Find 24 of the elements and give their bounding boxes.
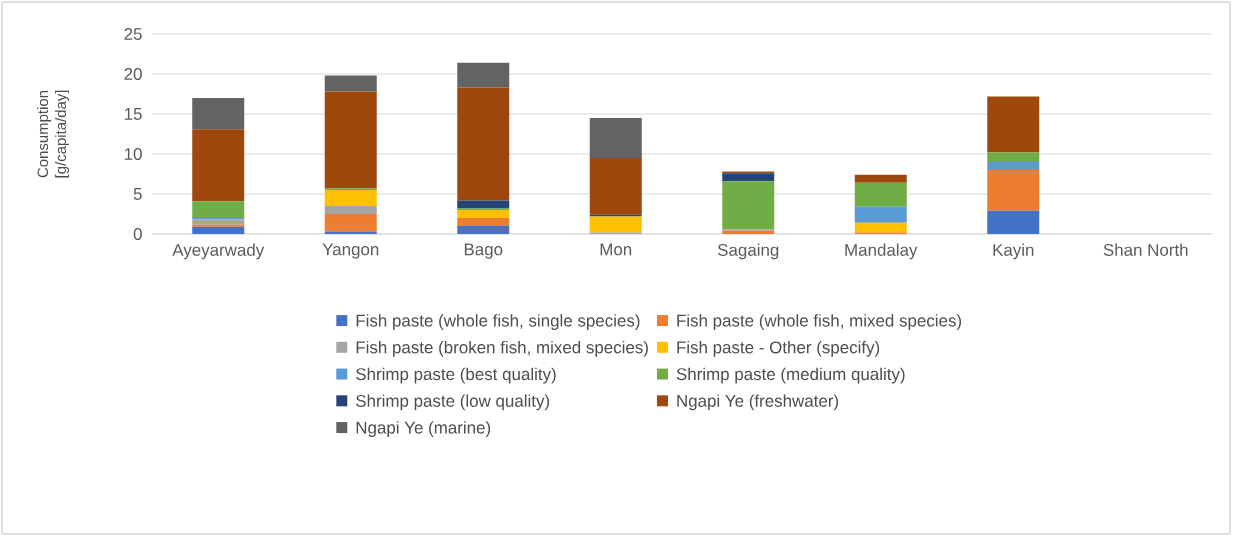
- y-tick-label: 20: [124, 68, 142, 80]
- x-tick-label: Mandalay: [845, 243, 918, 260]
- legend-label: Fish paste - Other (specify): [677, 340, 880, 357]
- legend-label: Shrimp paste (medium quality): [676, 367, 905, 384]
- y-tick-label: 15: [124, 108, 142, 120]
- y-tick-label: 25: [124, 28, 142, 40]
- x-tick-label: Kayin: [993, 243, 1034, 260]
- y-tick-label: 5: [133, 188, 142, 200]
- legend-label: Shrimp paste (low quality): [356, 394, 550, 411]
- legend-label: Shrimp paste (best quality): [356, 367, 556, 384]
- legend-label: Ngapi Ye (freshwater): [677, 394, 839, 411]
- legend-label: Ngapi Ye (marine): [356, 421, 491, 437]
- y-tick-label: 0: [133, 228, 142, 240]
- legend-label: Fish paste (broken fish, mixed species): [356, 340, 648, 357]
- x-tick-label: Sagaing: [717, 243, 779, 260]
- legend-label: Fish paste (whole fish, single species): [356, 314, 640, 330]
- legend-label: Fish paste (whole fish, mixed species): [677, 314, 962, 330]
- x-tick-label: Bago: [464, 243, 503, 259]
- x-tick-label: Mon: [600, 243, 632, 256]
- x-tick-label: Shan North: [1103, 243, 1188, 256]
- x-tick-label: Ayeyarwady: [172, 243, 265, 260]
- y-axis-title: Consumption [g/capita/day]: [37, 90, 69, 178]
- y-tick-label: 10: [124, 148, 142, 160]
- x-tick-label: Yangon: [322, 243, 379, 259]
